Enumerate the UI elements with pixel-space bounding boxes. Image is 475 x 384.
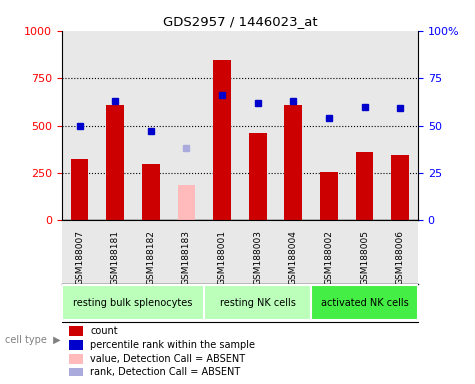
Bar [69,367,83,377]
Bar [169,220,204,284]
Text: GSM188181: GSM188181 [111,230,120,285]
Bar [285,105,302,220]
Bar [69,326,83,336]
Text: value, Detection Call = ABSENT: value, Detection Call = ABSENT [90,354,246,364]
Text: GSM188003: GSM188003 [253,230,262,285]
Bar [311,285,418,319]
Bar [142,164,160,220]
Text: rank, Detection Call = ABSENT: rank, Detection Call = ABSENT [90,367,240,377]
Text: GSM188001: GSM188001 [218,230,227,285]
Bar [62,31,97,220]
Text: percentile rank within the sample: percentile rank within the sample [90,340,255,350]
Bar [204,220,240,284]
Bar [347,220,382,284]
Text: GSM188182: GSM188182 [146,230,155,285]
Bar [382,220,418,284]
Bar [311,220,347,284]
Text: GSM188183: GSM188183 [182,230,191,285]
Bar [69,354,83,364]
Bar [133,31,169,220]
Bar [106,105,124,220]
Bar [69,340,83,350]
Text: resting NK cells: resting NK cells [220,298,295,308]
Bar [62,285,204,319]
Bar [356,152,373,220]
Bar [382,31,418,220]
Text: GSM188007: GSM188007 [75,230,84,285]
Text: GSM188002: GSM188002 [324,230,333,285]
Bar [169,31,204,220]
Text: GSM188004: GSM188004 [289,230,298,285]
Bar [97,31,133,220]
Bar [311,31,347,220]
Text: resting bulk splenocytes: resting bulk splenocytes [73,298,193,308]
Bar [178,185,195,220]
Text: activated NK cells: activated NK cells [321,298,408,308]
Bar [240,220,276,284]
Bar [249,133,266,220]
Bar [97,220,133,284]
Text: GSM188005: GSM188005 [360,230,369,285]
Bar [204,31,240,220]
Bar [133,220,169,284]
Bar [204,285,311,319]
Bar [62,220,97,284]
Bar [391,155,409,220]
Bar [240,31,276,220]
Text: cell type  ▶: cell type ▶ [5,335,60,345]
Bar [71,159,88,220]
Bar [276,220,311,284]
Bar [320,172,338,220]
Text: GSM188006: GSM188006 [396,230,405,285]
Bar [347,31,382,220]
Title: GDS2957 / 1446023_at: GDS2957 / 1446023_at [162,15,317,28]
Bar [213,60,231,220]
Bar [276,31,311,220]
Text: count: count [90,326,118,336]
